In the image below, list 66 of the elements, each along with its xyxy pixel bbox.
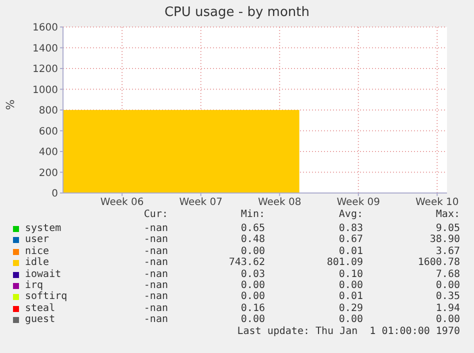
x-tick-label: Week 08: [258, 197, 302, 208]
text: 743.62: [228, 257, 265, 268]
y-axis-title: %: [4, 100, 17, 110]
text: 38.90: [430, 234, 460, 246]
text: 0.83: [338, 223, 363, 234]
text: 0.01: [338, 246, 363, 257]
legend-label: iowait: [25, 268, 62, 280]
text: 7.68: [436, 268, 460, 280]
legend-label: user: [25, 234, 50, 246]
x-tick-label: Week 10: [416, 197, 459, 208]
text: Avg:: [338, 209, 363, 220]
text: 0.00: [338, 314, 363, 326]
y-tick-label: 400: [38, 147, 58, 158]
text: 0.00: [240, 314, 265, 326]
x-tick-label: Week 06: [100, 197, 144, 208]
text: 1.94: [436, 302, 460, 314]
text: 0.00: [436, 280, 460, 291]
text: -nan: [144, 257, 168, 268]
text: -nan: [144, 302, 168, 314]
text: 0.48: [240, 234, 265, 246]
y-tick-label: 1400: [32, 43, 58, 54]
legend-label: steal: [25, 302, 56, 314]
y-tick-label: 1000: [32, 84, 58, 96]
text: 0.16: [240, 302, 265, 314]
x-tick-label: Week 07: [179, 197, 222, 208]
text: -nan: [144, 234, 168, 246]
text: 0.65: [240, 223, 265, 234]
x-tick-label: Week 09: [336, 197, 380, 208]
text: 3.67: [436, 246, 460, 257]
text: -nan: [144, 280, 168, 291]
legend-label: guest: [25, 314, 56, 326]
text: -nan: [144, 268, 168, 280]
text: 0.00: [240, 246, 265, 257]
text: Cur:: [144, 209, 168, 220]
legend-label: idle: [25, 257, 50, 268]
text: 1600.78: [418, 257, 460, 268]
text: 0.01: [338, 291, 363, 302]
legend-label: nice: [25, 246, 50, 257]
text: -nan: [144, 314, 168, 326]
text: Max:: [436, 209, 460, 220]
text: -nan: [144, 246, 168, 257]
chart-title: CPU usage - by month: [163, 5, 311, 20]
y-tick-label: 200: [38, 168, 58, 179]
y-tick-label: 1200: [32, 64, 58, 76]
text: 0.67: [338, 234, 363, 246]
text: 9.05: [436, 223, 460, 234]
text: 0.00: [240, 291, 265, 302]
text: 801.09: [326, 257, 363, 268]
y-tick-label: 800: [38, 106, 58, 117]
legend-label: softirq: [25, 291, 68, 302]
legend-label: irq: [25, 280, 44, 291]
text: -nan: [144, 223, 168, 234]
text: 0.00: [240, 280, 265, 291]
text: Last update: Thu Jan 1 01:00:00 1970: [237, 326, 460, 337]
text: 0.00: [338, 280, 363, 291]
text: 0.35: [436, 291, 460, 302]
y-tick-label: 600: [38, 126, 58, 138]
text: 0.03: [240, 268, 265, 280]
legend-label: system: [25, 223, 62, 234]
y-tick-label: 1600: [32, 22, 58, 34]
text: Min:: [240, 209, 265, 220]
text: -nan: [144, 291, 168, 302]
text: 0.10: [338, 268, 363, 280]
y-tick-label: 0: [52, 188, 58, 200]
text: 0.00: [436, 314, 460, 326]
text: 0.29: [338, 302, 363, 314]
